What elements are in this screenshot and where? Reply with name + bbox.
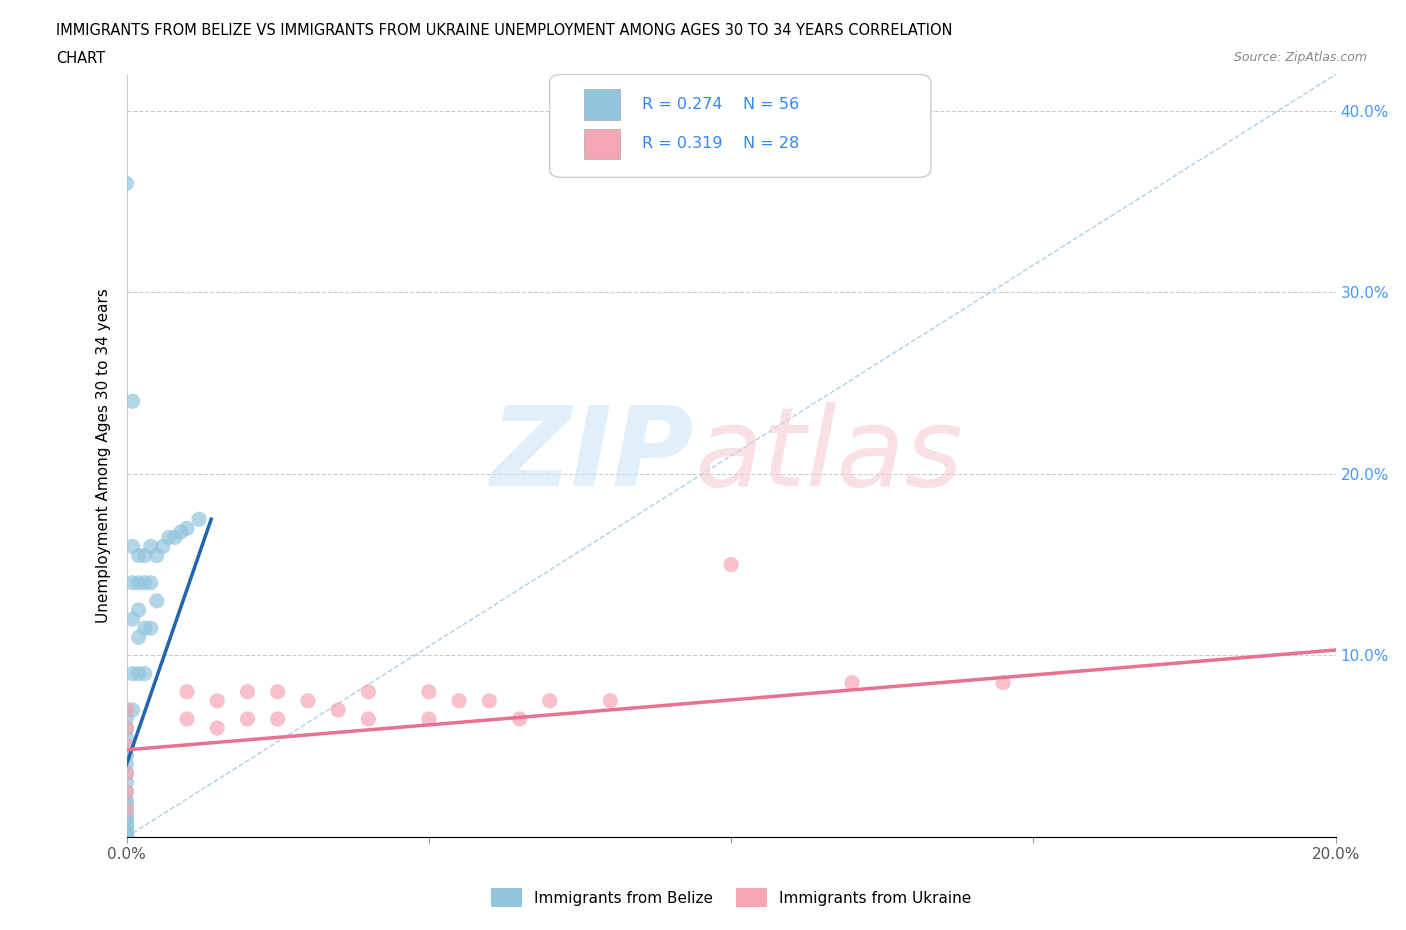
- Point: [121, 666, 143, 681]
- Point: [447, 694, 470, 709]
- Point: [115, 830, 138, 844]
- Point: [121, 393, 143, 408]
- Point: [115, 738, 138, 753]
- Point: [115, 711, 138, 726]
- Point: [115, 803, 138, 817]
- Point: [993, 675, 1015, 690]
- Point: [115, 702, 138, 717]
- Point: [418, 711, 440, 726]
- Point: [115, 830, 138, 844]
- Point: [267, 684, 290, 699]
- Point: [115, 815, 138, 830]
- Point: [115, 830, 138, 844]
- Point: [128, 576, 150, 591]
- Point: [115, 822, 138, 837]
- Point: [128, 630, 150, 644]
- Point: [538, 694, 561, 709]
- Point: [297, 694, 319, 709]
- Text: R = 0.274    N = 56: R = 0.274 N = 56: [641, 97, 799, 112]
- Point: [115, 702, 138, 717]
- Point: [134, 576, 156, 591]
- Point: [357, 711, 380, 726]
- Point: [134, 666, 156, 681]
- Point: [236, 711, 259, 726]
- Point: [188, 512, 211, 526]
- Point: [134, 620, 156, 635]
- FancyBboxPatch shape: [550, 74, 931, 178]
- Point: [163, 530, 186, 545]
- Text: IMMIGRANTS FROM BELIZE VS IMMIGRANTS FROM UKRAINE UNEMPLOYMENT AMONG AGES 30 TO : IMMIGRANTS FROM BELIZE VS IMMIGRANTS FRO…: [56, 23, 953, 38]
- Legend: Immigrants from Belize, Immigrants from Ukraine: Immigrants from Belize, Immigrants from …: [485, 883, 977, 913]
- Text: Source: ZipAtlas.com: Source: ZipAtlas.com: [1233, 51, 1367, 64]
- Point: [115, 738, 138, 753]
- Text: atlas: atlas: [695, 402, 963, 510]
- Point: [115, 830, 138, 844]
- Point: [146, 593, 169, 608]
- Point: [326, 702, 350, 717]
- Point: [115, 826, 138, 841]
- Point: [170, 525, 193, 539]
- Point: [720, 557, 742, 572]
- Point: [115, 808, 138, 823]
- Point: [121, 539, 143, 554]
- FancyBboxPatch shape: [583, 89, 620, 120]
- Point: [841, 675, 863, 690]
- Point: [134, 548, 156, 563]
- Point: [176, 521, 198, 536]
- Point: [146, 548, 169, 563]
- Point: [115, 721, 138, 736]
- Point: [115, 721, 138, 736]
- Point: [176, 711, 198, 726]
- Point: [115, 828, 138, 843]
- Point: [121, 702, 143, 717]
- Text: ZIP: ZIP: [491, 402, 695, 510]
- Point: [115, 811, 138, 826]
- Point: [176, 684, 198, 699]
- Point: [115, 766, 138, 781]
- Text: R = 0.319    N = 28: R = 0.319 N = 28: [641, 137, 799, 152]
- Point: [152, 539, 174, 554]
- Point: [128, 666, 150, 681]
- Point: [115, 757, 138, 772]
- Y-axis label: Unemployment Among Ages 30 to 34 years: Unemployment Among Ages 30 to 34 years: [96, 288, 111, 623]
- Point: [115, 793, 138, 808]
- Point: [115, 730, 138, 745]
- Point: [128, 603, 150, 618]
- Point: [115, 784, 138, 799]
- Point: [115, 830, 138, 844]
- Point: [115, 830, 138, 844]
- Point: [267, 711, 290, 726]
- Point: [115, 818, 138, 833]
- Point: [139, 576, 162, 591]
- Point: [115, 830, 138, 844]
- Point: [115, 748, 138, 763]
- Point: [115, 797, 138, 812]
- Point: [357, 684, 380, 699]
- Point: [418, 684, 440, 699]
- Point: [115, 803, 138, 817]
- Point: [115, 766, 138, 781]
- Point: [139, 539, 162, 554]
- Point: [115, 830, 138, 844]
- Point: [128, 548, 150, 563]
- Point: [121, 576, 143, 591]
- FancyBboxPatch shape: [583, 128, 620, 159]
- Point: [121, 612, 143, 627]
- Point: [115, 830, 138, 844]
- Text: CHART: CHART: [56, 51, 105, 66]
- Point: [599, 694, 621, 709]
- Point: [509, 711, 531, 726]
- Point: [115, 176, 138, 191]
- Point: [205, 694, 228, 709]
- Point: [205, 721, 228, 736]
- Point: [236, 684, 259, 699]
- Point: [139, 620, 162, 635]
- Point: [115, 784, 138, 799]
- Point: [478, 694, 501, 709]
- Point: [115, 775, 138, 790]
- Point: [157, 530, 180, 545]
